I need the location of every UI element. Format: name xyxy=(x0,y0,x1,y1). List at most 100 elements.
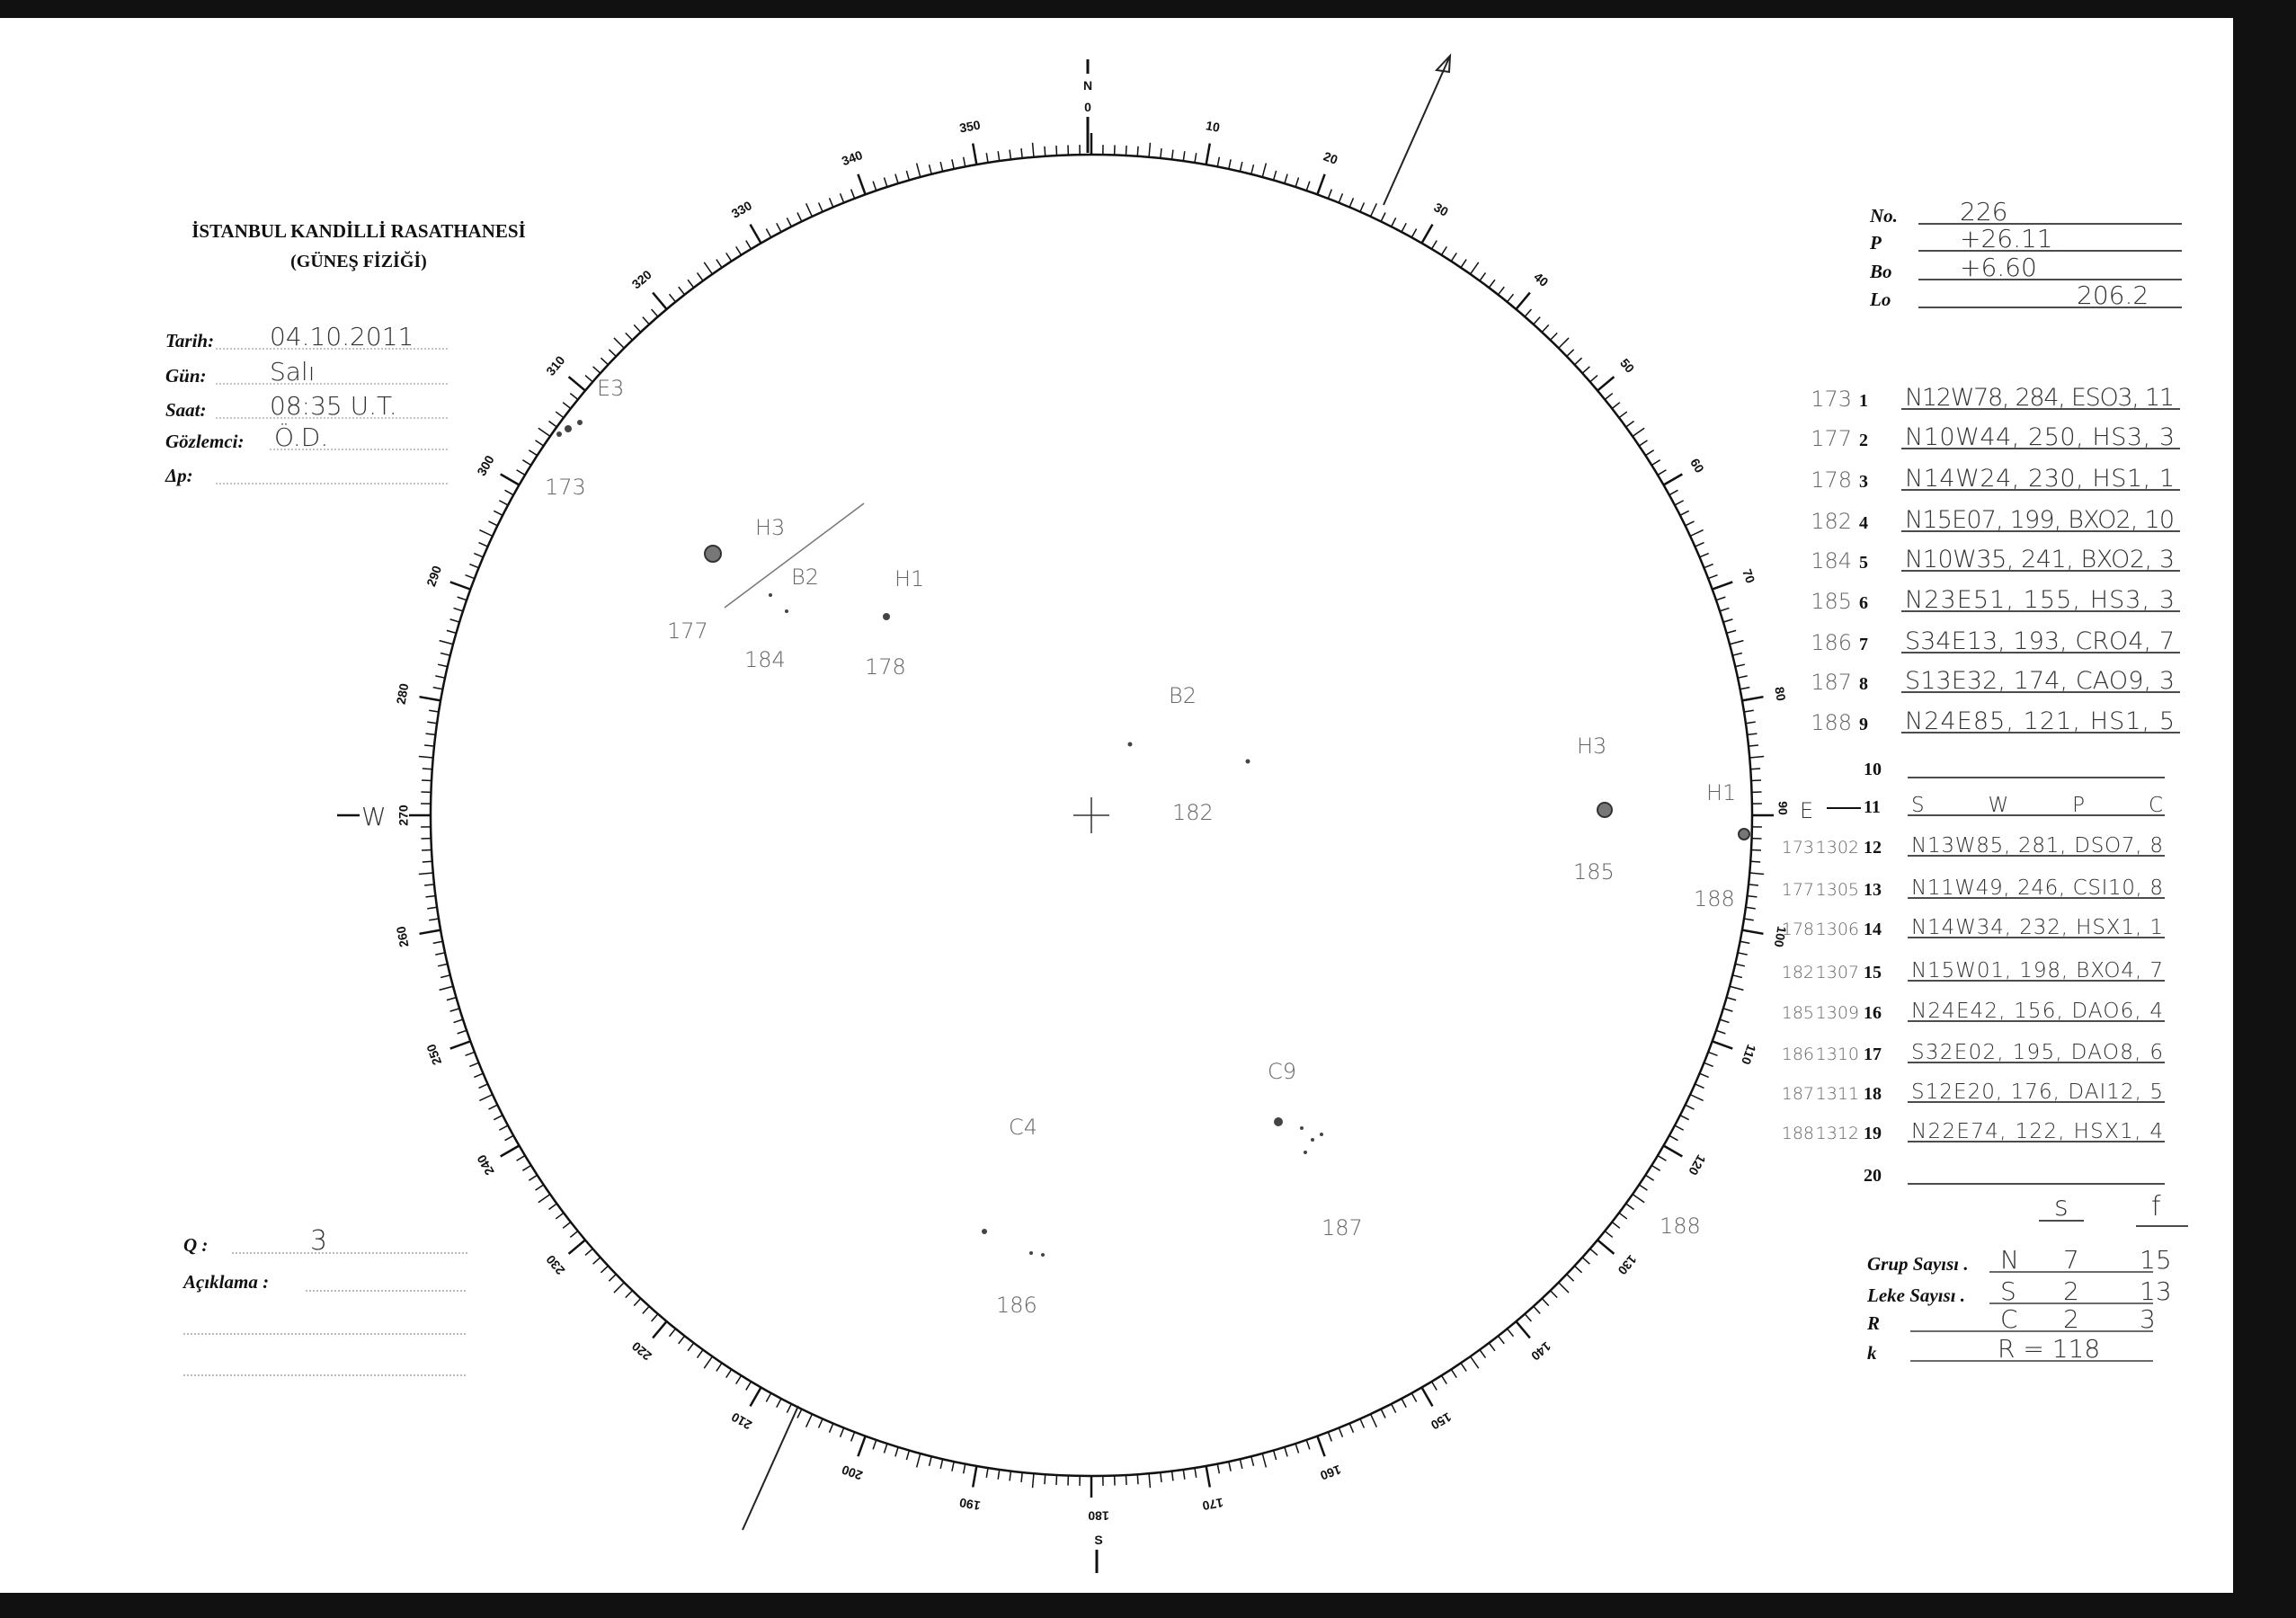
summary-s-value[interactable]: 2 xyxy=(2063,1276,2079,1306)
group-entry[interactable]: N14W24, 230, HS1, 1 xyxy=(1905,465,2175,493)
summary-f-value[interactable]: 15 xyxy=(2140,1245,2172,1275)
degree-tick xyxy=(439,639,454,645)
degree-tick xyxy=(745,240,752,250)
degree-tick xyxy=(440,974,451,979)
degree-tick xyxy=(418,872,433,876)
group-entry[interactable]: N10W44, 250, HS3, 3 xyxy=(1905,423,2175,451)
group-entry[interactable]: N11W49, 246, CSI10, 8 xyxy=(1911,876,2163,900)
group-number: 19 xyxy=(1864,1124,1882,1143)
degree-tick xyxy=(1689,1093,1704,1102)
group-entry[interactable]: S34E13, 193, CRO4, 7 xyxy=(1905,627,2175,655)
param-value[interactable]: +6.60 xyxy=(1960,253,2037,282)
degree-tick xyxy=(1699,1072,1709,1079)
field-value[interactable]: 04.10.2011 xyxy=(270,322,414,351)
group-entry[interactable]: N15W01, 198, BXO4, 7 xyxy=(1911,959,2163,982)
summary-label: R xyxy=(1866,1312,1880,1334)
degree-tick xyxy=(457,596,467,601)
param-value[interactable]: +26.11 xyxy=(1960,224,2053,253)
degree-tick xyxy=(696,1349,704,1358)
degree-tick xyxy=(1284,1446,1288,1457)
summary-s-value[interactable]: 7 xyxy=(2063,1245,2079,1275)
group-entry[interactable]: S32E02, 195, DAO8, 6 xyxy=(1911,1041,2163,1064)
group-entry[interactable]: N14W34, 232, HSX1, 1 xyxy=(1911,916,2163,939)
degree-tick xyxy=(535,440,545,447)
degree-tick xyxy=(608,1274,617,1282)
degree-tick xyxy=(997,151,1001,162)
group-number: 16 xyxy=(1864,1003,1882,1023)
summary-s-value[interactable]: R = 118 xyxy=(1998,1334,2100,1364)
field-label: Gün: xyxy=(165,365,207,387)
group-entry[interactable]: N24E85, 121, HS1, 5 xyxy=(1905,707,2175,735)
sketch-label: B2 xyxy=(1169,683,1197,708)
degree-label: 10 xyxy=(1205,118,1221,134)
group-ref: 173 xyxy=(1782,838,1814,858)
degree-tick xyxy=(453,1018,464,1024)
q-value[interactable]: 3 xyxy=(310,1225,327,1257)
sketch-label: 186 xyxy=(996,1293,1037,1318)
param-label: Lo xyxy=(1869,289,1891,310)
degree-label: 270 xyxy=(396,805,411,826)
degree-tick xyxy=(1558,1282,1570,1294)
param-label: P xyxy=(1869,232,1882,253)
group-ref: 178 xyxy=(1782,920,1814,939)
field-value[interactable]: 08:35 U.T. xyxy=(270,391,397,421)
degree-tick xyxy=(1558,337,1570,349)
degree-tick xyxy=(951,1461,955,1471)
field-value[interactable]: Salı xyxy=(270,357,316,387)
summary-f-value[interactable]: 13 xyxy=(2140,1276,2172,1306)
group-entry[interactable]: N10W35, 241, BXO2, 3 xyxy=(1905,546,2175,573)
degree-tick xyxy=(1669,489,1678,496)
group-entry[interactable]: N13W85, 281, DSO7, 8 xyxy=(1911,834,2163,858)
group-entry[interactable]: S13E32, 174, CAO9, 3 xyxy=(1905,667,2175,695)
degree-tick xyxy=(1669,1134,1678,1142)
degree-tick xyxy=(625,332,633,341)
param-label: No. xyxy=(1869,205,1898,227)
degree-tick xyxy=(1348,1423,1355,1433)
summary-s-value[interactable]: 2 xyxy=(2063,1304,2079,1334)
col-s-header: s xyxy=(2054,1191,2069,1222)
degree-tick xyxy=(1020,148,1023,159)
group-entry[interactable]: S12E20, 176, DAI12, 5 xyxy=(1911,1080,2163,1104)
degree-tick xyxy=(915,163,921,178)
degree-tick xyxy=(478,1083,488,1089)
field-value[interactable]: Ö.D. xyxy=(274,422,328,452)
param-value[interactable]: 206.2 xyxy=(2077,280,2149,310)
degree-tick xyxy=(883,177,888,188)
sketch-label: E3 xyxy=(597,376,624,401)
degree-tick xyxy=(1741,929,1764,936)
department-subtitle: (GÜNEŞ FİZİĞİ) xyxy=(290,250,427,271)
sketch-label: 187 xyxy=(1322,1215,1363,1240)
degree-tick xyxy=(687,1342,695,1352)
group-entry[interactable]: N12W78, 284, ESO3, 11 xyxy=(1905,384,2175,412)
param-value[interactable]: 226 xyxy=(1960,197,2007,227)
group-entry[interactable]: N15E07, 199, BXO2, 10 xyxy=(1905,506,2175,534)
degree-tick xyxy=(488,1104,498,1110)
group-entry[interactable]: N24E42, 156, DAO6, 4 xyxy=(1911,1000,2163,1023)
group-entry[interactable]: N22E74, 122, HSX1, 4 xyxy=(1911,1120,2163,1143)
degree-label: 340 xyxy=(840,147,865,168)
degree-tick xyxy=(1566,349,1575,357)
degree-tick xyxy=(1743,709,1754,713)
degree-tick xyxy=(872,1439,877,1450)
notes-block: Q : 3 Açıklama : xyxy=(182,1225,467,1376)
degree-tick xyxy=(1305,181,1311,191)
group-number: 6 xyxy=(1859,593,1868,613)
degree-tick xyxy=(449,581,471,591)
degree-tick xyxy=(1748,744,1758,747)
degree-tick xyxy=(857,1436,867,1457)
group-number: 2 xyxy=(1859,431,1868,450)
degree-tick xyxy=(651,308,659,317)
degree-tick xyxy=(1618,1212,1628,1220)
degree-tick xyxy=(928,164,932,175)
group-entry[interactable]: N23E51, 155, HS3, 3 xyxy=(1905,586,2175,614)
degree-tick xyxy=(1715,596,1726,601)
sketch-label: C9 xyxy=(1268,1059,1296,1084)
degree-tick xyxy=(516,469,526,476)
degree-tick xyxy=(716,1362,723,1372)
degree-label: 200 xyxy=(840,1462,865,1483)
summary-label: Grup Sayısı . xyxy=(1867,1253,1969,1275)
degree-tick xyxy=(1380,1409,1386,1418)
summary-f-value[interactable]: 3 xyxy=(2140,1304,2156,1334)
degree-tick xyxy=(1750,849,1762,851)
